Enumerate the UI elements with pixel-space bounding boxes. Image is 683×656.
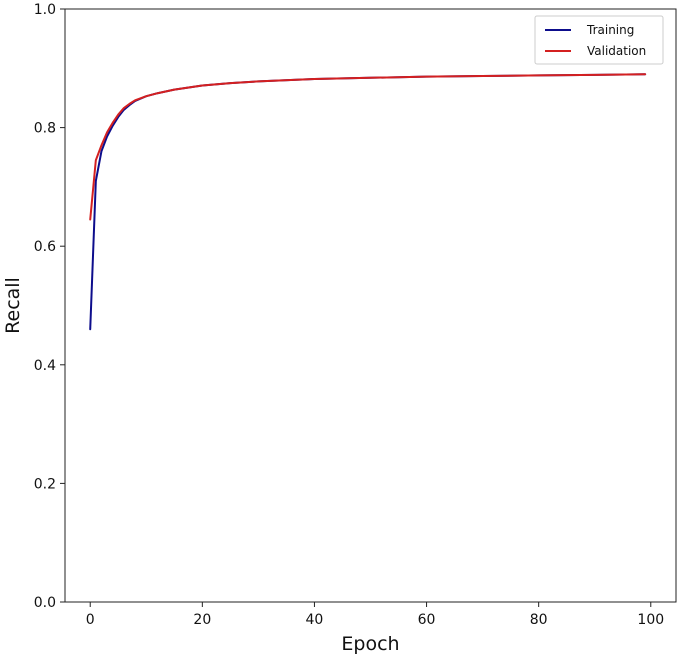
x-tick-label: 100 [637,612,664,628]
x-tick-label: 20 [193,612,211,628]
series-layer [89,73,647,331]
legend-label-validation: Validation [587,44,646,58]
y-tick-label: 0.4 [34,358,56,374]
y-tick-label: 0.2 [34,476,56,492]
y-tick-label: 0.0 [34,595,56,611]
series-line-validation [89,73,647,221]
legend: Training Validation [534,15,664,65]
y-tick-label: 0.8 [34,121,56,137]
y-tick-label: 0.6 [34,239,56,255]
y-tick-label: 1.0 [34,2,56,18]
x-tick-label: 80 [530,612,548,628]
x-axis-label: Epoch [341,633,399,655]
plot-background [65,9,676,602]
x-tick-label: 60 [418,612,436,628]
x-ticks: 0 20 40 60 80 100 [86,602,664,628]
x-tick-label: 0 [86,612,95,628]
y-axis-label: Recall [2,277,24,334]
y-ticks: 0.0 0.2 0.4 0.6 0.8 1.0 [34,2,65,611]
legend-label-training: Training [586,23,634,37]
plot-frame [64,8,677,603]
x-tick-label: 40 [306,612,324,628]
